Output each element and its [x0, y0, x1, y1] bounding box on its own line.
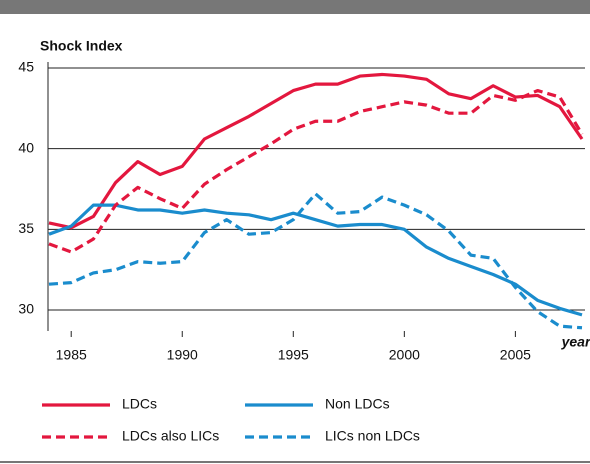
- y-axis-label: Shock Index: [40, 38, 123, 54]
- series-line: [48, 192, 583, 330]
- x-tick-label: 1985: [56, 347, 87, 363]
- y-tick-label: 40: [18, 139, 34, 155]
- y-tick-label: 30: [18, 301, 34, 317]
- x-tick-label: 2000: [389, 347, 420, 363]
- y-tick-label: 45: [18, 59, 34, 75]
- legend-label: LICs non LDCs: [325, 428, 420, 444]
- top-band: [0, 0, 590, 14]
- series-line: [48, 72, 584, 230]
- legend-label: LDCs also LICs: [122, 428, 219, 444]
- x-axis-label: year: [561, 334, 590, 350]
- x-tick-label: 1990: [167, 347, 198, 363]
- legend-label: Non LDCs: [325, 396, 390, 412]
- legend-label: LDCs: [122, 396, 157, 412]
- series-line: [48, 203, 583, 317]
- x-tick-label: 1995: [278, 347, 309, 363]
- x-tick-label: 2005: [500, 347, 531, 363]
- series-line: [48, 88, 584, 254]
- y-tick-label: 35: [18, 220, 34, 236]
